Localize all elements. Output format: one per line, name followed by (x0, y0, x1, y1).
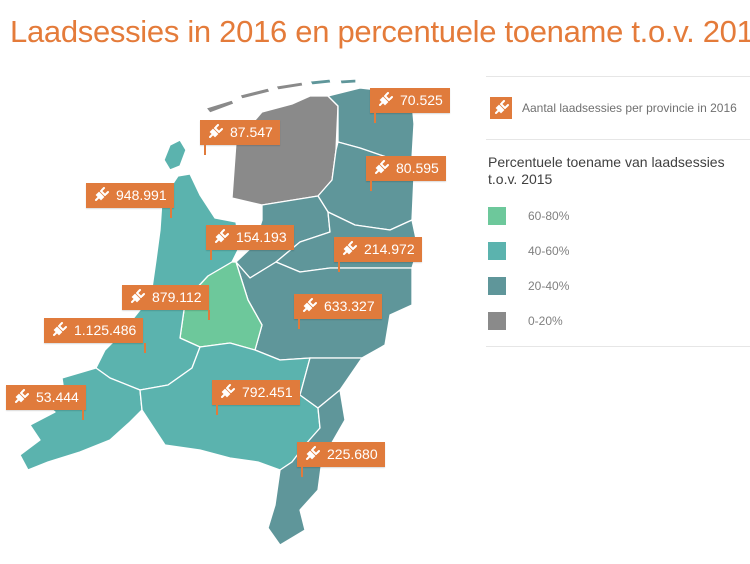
sessions-label-zuid-holland: 1.125.486 (44, 318, 146, 353)
label-pin (216, 405, 218, 415)
sessions-label-utrecht: 879.112 (122, 285, 210, 320)
sessions-value: 225.680 (327, 446, 378, 462)
sessions-label-limburg: 225.680 (297, 442, 385, 477)
sessions-value: 70.525 (400, 92, 443, 108)
wadden-island (309, 78, 332, 86)
label-pin (338, 262, 340, 272)
legend-sessions-label: Aantal laadsessies per provincie in 2016 (522, 101, 737, 115)
legend-divider (486, 346, 750, 347)
legend-divider (486, 76, 750, 77)
plug-icon (15, 389, 29, 403)
label-pin (82, 410, 84, 420)
sessions-value: 87.547 (230, 124, 273, 140)
legend-class-60-80: 60-80% (488, 198, 750, 233)
sessions-value: 633.327 (324, 298, 375, 314)
sessions-label-friesland: 87.547 (200, 120, 280, 155)
legend-subtitle-line: Percentuele toename van laadsessies (488, 154, 725, 170)
plug-icon (306, 446, 320, 460)
plug-icon (95, 187, 109, 201)
sessions-value: 53.444 (36, 389, 79, 405)
legend-swatch (488, 206, 506, 225)
legend-class-label: 60-80% (528, 208, 570, 223)
plug-icon (375, 160, 389, 174)
wadden-island (205, 99, 235, 114)
plug-icon (209, 124, 223, 138)
label-pin (208, 310, 210, 320)
label-pin (301, 467, 303, 477)
wadden-island (163, 139, 187, 171)
sessions-value: 948.991 (116, 187, 167, 203)
label-pin (298, 319, 300, 329)
plug-icon (343, 241, 357, 255)
legend: Aantal laadsessies per provincie in 2016… (486, 76, 750, 347)
sessions-value: 1.125.486 (74, 322, 137, 338)
page-title: Laadsessies in 2016 en percentuele toena… (10, 14, 750, 49)
legend-subtitle-line: t.o.v. 2015 (488, 171, 553, 187)
plug-icon (215, 229, 229, 243)
label-pin (374, 113, 376, 123)
plug-icon (490, 97, 512, 119)
plug-icon (379, 92, 393, 106)
plug-icon (131, 289, 145, 303)
plug-icon (303, 298, 317, 312)
sessions-label-zeeland: 53.444 (6, 385, 86, 420)
sessions-value: 154.193 (236, 229, 287, 245)
netherlands-map (19, 78, 419, 546)
legend-swatch (488, 276, 506, 295)
sessions-label-flevoland: 154.193 (206, 225, 294, 260)
legend-divider (486, 139, 750, 140)
legend-class-40-60: 40-60% (488, 233, 750, 268)
legend-swatch (488, 311, 506, 330)
wadden-island (339, 78, 357, 85)
wadden-island (239, 87, 271, 100)
legend-class-label: 20-40% (528, 278, 570, 293)
legend-class-0-20: 0-20% (488, 303, 750, 338)
legend-class-20-40: 20-40% (488, 268, 750, 303)
sessions-label-drenthe: 80.595 (366, 156, 446, 191)
sessions-label-noord-holland: 948.991 (86, 183, 174, 218)
label-pin (210, 250, 212, 260)
plug-icon (53, 322, 67, 336)
legend-sessions-entry: Aantal laadsessies per provincie in 2016 (490, 97, 750, 119)
legend-class-label: 40-60% (528, 243, 570, 258)
label-pin (370, 181, 372, 191)
sessions-label-overijssel: 214.972 (334, 237, 422, 272)
plug-icon (221, 384, 235, 398)
sessions-value: 214.972 (364, 241, 415, 257)
province-friesland (231, 95, 339, 206)
province-noord-holland (151, 173, 241, 291)
legend-subtitle: Percentuele toename van laadsessies t.o.… (488, 154, 750, 188)
sessions-value: 80.595 (396, 160, 439, 176)
sessions-label-noord-brabant: 792.451 (212, 380, 300, 415)
legend-class-label: 0-20% (528, 313, 563, 328)
province-zeeland (19, 367, 143, 471)
legend-swatch (488, 241, 506, 260)
sessions-value: 792.451 (242, 384, 293, 400)
label-pin (170, 208, 172, 218)
sessions-label-gelderland: 633.327 (294, 294, 382, 329)
label-pin (144, 343, 146, 353)
sessions-value: 879.112 (152, 289, 202, 305)
wadden-island (275, 81, 304, 91)
label-pin (204, 145, 206, 155)
sessions-label-groningen: 70.525 (370, 88, 450, 123)
